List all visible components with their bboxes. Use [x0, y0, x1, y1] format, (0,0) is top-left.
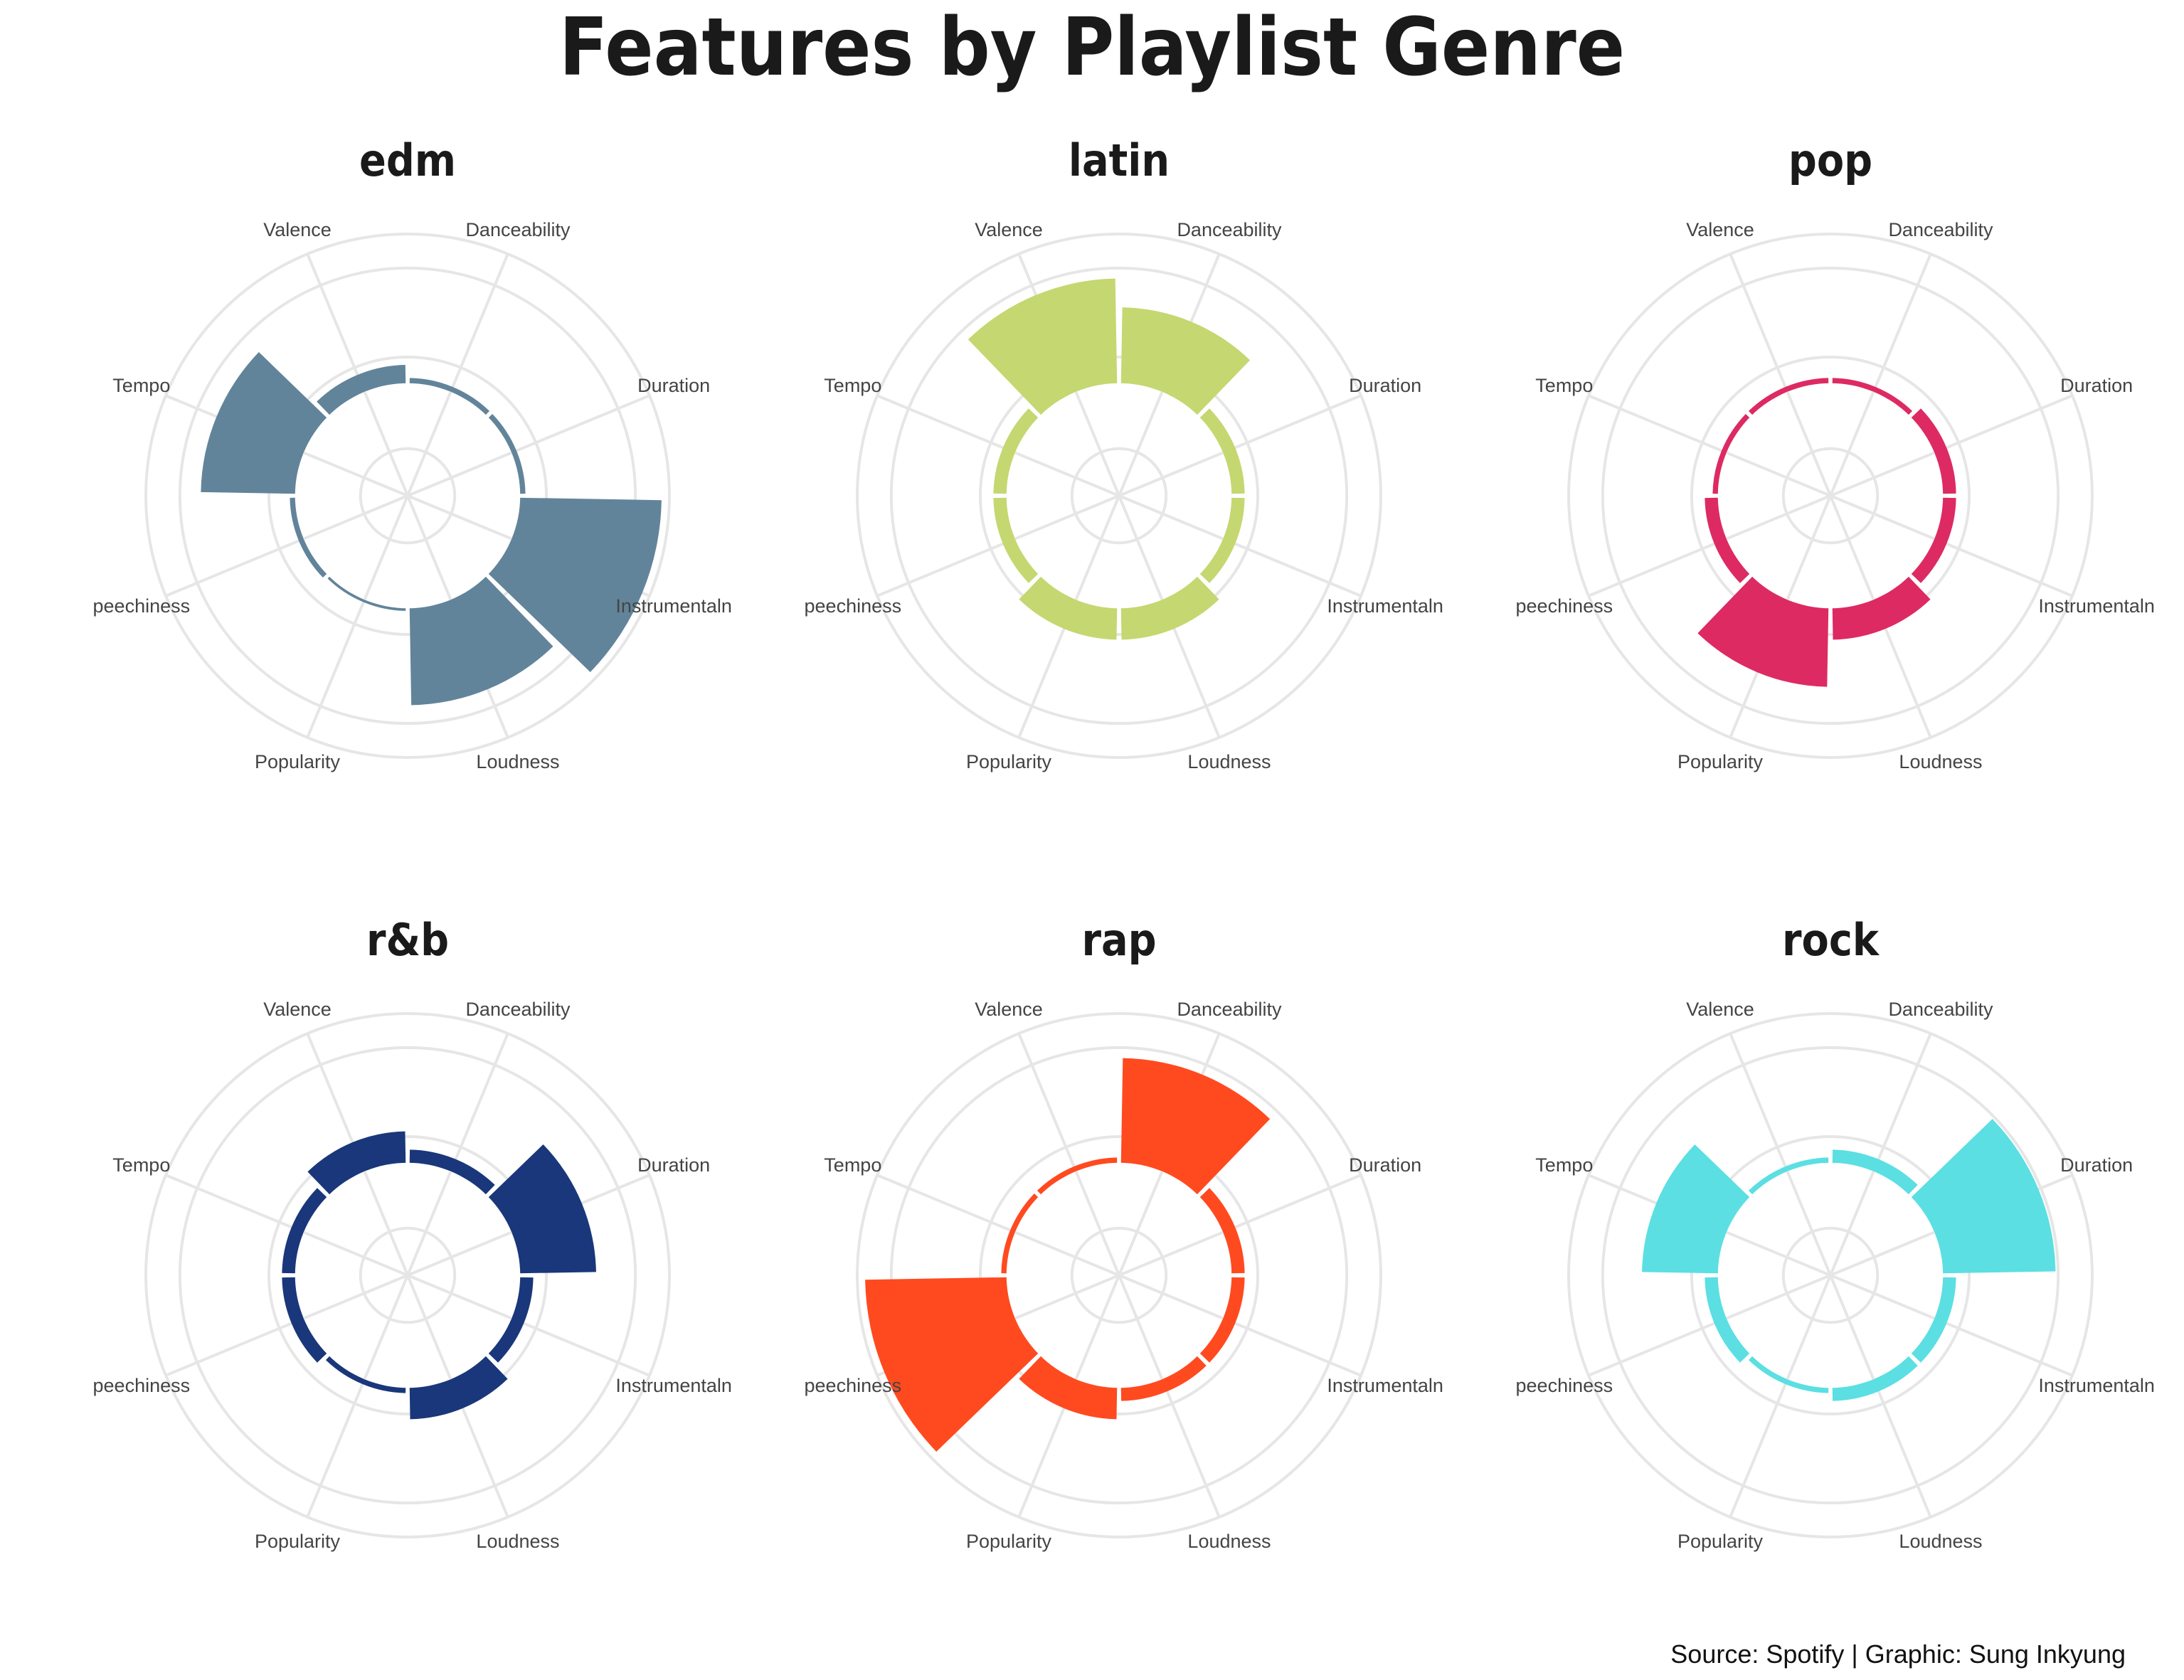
axis-label-valence: Valence	[975, 219, 1043, 240]
axis-label-danceability: Danceability	[1177, 219, 1282, 240]
axis-label-instrumentalness: Instrumentaln	[615, 595, 732, 617]
axis-label-speechiness: peechiness	[805, 1375, 902, 1396]
axis-label-popularity: Popularity	[255, 751, 341, 772]
axis-label-duration: Duration	[637, 375, 710, 396]
axis-label-tempo: Tempo	[112, 1154, 170, 1176]
panel-title: edm	[359, 134, 456, 186]
axis-label-loudness: Loudness	[476, 1531, 559, 1552]
chart-title: Features by Playlist Genre	[559, 1, 1625, 94]
axis-label-tempo: Tempo	[112, 375, 170, 396]
axis-label-loudness: Loudness	[476, 751, 559, 772]
axis-label-loudness: Loudness	[1187, 1531, 1271, 1552]
axis-label-tempo: Tempo	[1535, 375, 1593, 396]
small-multiples: edm Danceability Duration Instrumentaln Loud…	[93, 134, 2155, 1552]
axis-label-popularity: Popularity	[1677, 751, 1764, 772]
panel-r-b: r&b Danceability Duration Instrumentaln Loud…	[93, 914, 732, 1552]
axis-label-loudness: Loudness	[1899, 751, 1982, 772]
axis-label-danceability: Danceability	[465, 219, 571, 240]
panel-title: latin	[1069, 134, 1170, 186]
source-caption: Source: Spotify | Graphic: Sung Inkyung	[1670, 1639, 2126, 1669]
axis-label-duration: Duration	[637, 1154, 710, 1176]
axis-label-speechiness: peechiness	[805, 595, 902, 617]
panel-edm: edm Danceability Duration Instrumentaln Loud…	[93, 134, 732, 772]
axis-label-tempo: Tempo	[824, 375, 881, 396]
axis-label-loudness: Loudness	[1187, 751, 1271, 772]
axis-label-duration: Duration	[1349, 375, 1421, 396]
axis-label-valence: Valence	[263, 999, 332, 1020]
axis-label-speechiness: peechiness	[93, 595, 191, 617]
panel-title: rock	[1782, 914, 1880, 966]
axis-label-instrumentalness: Instrumentaln	[615, 1375, 732, 1396]
axis-label-duration: Duration	[1349, 1154, 1421, 1176]
axis-label-valence: Valence	[1686, 219, 1754, 240]
axis-label-danceability: Danceability	[465, 999, 571, 1020]
axis-label-loudness: Loudness	[1899, 1531, 1982, 1552]
axis-label-tempo: Tempo	[1535, 1154, 1593, 1176]
panel-rock: rock Danceability Duration Instrumentaln Lou…	[1516, 914, 2155, 1552]
axis-label-popularity: Popularity	[966, 1531, 1052, 1552]
axis-label-instrumentalness: Instrumentaln	[2038, 1375, 2155, 1396]
axis-label-danceability: Danceability	[1177, 999, 1282, 1020]
axis-label-duration: Duration	[2060, 375, 2133, 396]
axis-label-popularity: Popularity	[1677, 1531, 1764, 1552]
axis-label-instrumentalness: Instrumentaln	[1327, 595, 1443, 617]
panel-latin: latin Danceability Duration Instrumentaln Lo…	[805, 134, 1443, 772]
panel-title: pop	[1788, 134, 1872, 186]
axis-label-speechiness: peechiness	[1516, 595, 1613, 617]
panel-title: r&b	[366, 914, 449, 966]
axis-label-valence: Valence	[263, 219, 332, 240]
axis-label-instrumentalness: Instrumentaln	[2038, 595, 2155, 617]
axis-label-danceability: Danceability	[1888, 219, 1993, 240]
axis-label-tempo: Tempo	[824, 1154, 881, 1176]
axis-label-instrumentalness: Instrumentaln	[1327, 1375, 1443, 1396]
axis-label-valence: Valence	[1686, 999, 1754, 1020]
panel-pop: pop Danceability Duration Instrumentaln Loud…	[1516, 134, 2155, 772]
panel-title: rap	[1081, 914, 1156, 966]
axis-label-speechiness: peechiness	[93, 1375, 191, 1396]
axis-label-popularity: Popularity	[255, 1531, 341, 1552]
axis-label-popularity: Popularity	[966, 751, 1052, 772]
panel-rap: rap Danceability Duration Instrumentaln Loud…	[805, 914, 1443, 1552]
axis-label-speechiness: peechiness	[1516, 1375, 1613, 1396]
axis-label-valence: Valence	[975, 999, 1043, 1020]
axis-label-duration: Duration	[2060, 1154, 2133, 1176]
axis-label-danceability: Danceability	[1888, 999, 1993, 1020]
